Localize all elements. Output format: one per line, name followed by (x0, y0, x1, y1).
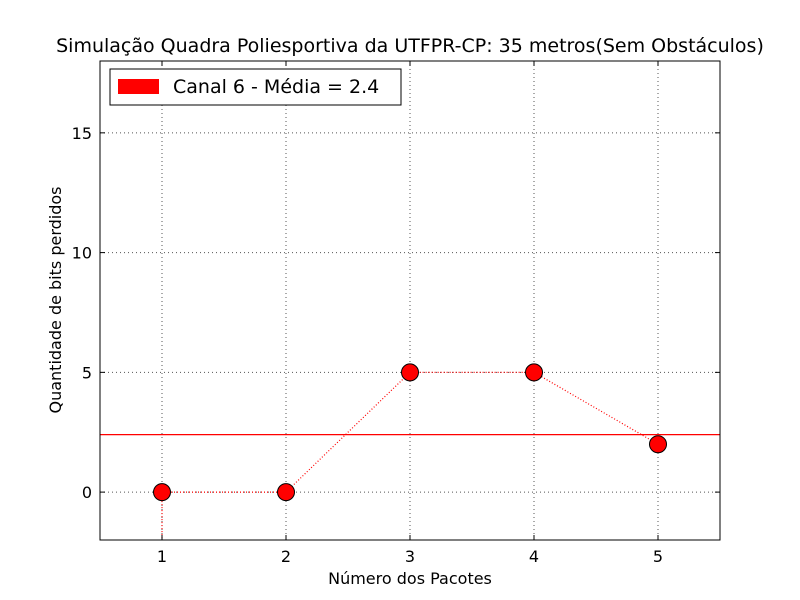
legend-entry: Canal 6 - Média = 2.4 (173, 76, 379, 98)
x-axis-label: Número dos Pacotes (328, 569, 492, 588)
x-tick-label: 1 (157, 547, 167, 566)
grid (100, 61, 720, 540)
data-point (401, 363, 419, 382)
legend-swatch (118, 79, 159, 94)
data-point (649, 435, 667, 454)
x-tick-label: 4 (529, 547, 539, 566)
plot-area (100, 363, 720, 540)
x-tick-label: 5 (653, 547, 663, 566)
data-point (153, 483, 171, 502)
x-tick-label: 2 (281, 547, 291, 566)
series-line (162, 371, 659, 493)
axes: 1 2 3 4 5 0 5 10 15 (72, 60, 721, 566)
y-tick-label: 15 (72, 124, 92, 143)
y-tick-label: 5 (82, 363, 92, 382)
y-axis-label: Quantidade de bits perdidos (46, 186, 65, 413)
legend: Canal 6 - Média = 2.4 (109, 68, 402, 106)
y-tick-label: 10 (72, 244, 92, 263)
data-point (277, 483, 295, 502)
chart-title: Simulação Quadra Poliesportiva da UTFPR-… (56, 35, 764, 57)
x-tick-label: 3 (405, 547, 415, 566)
data-point (525, 363, 543, 382)
y-tick-label: 0 (82, 483, 92, 502)
